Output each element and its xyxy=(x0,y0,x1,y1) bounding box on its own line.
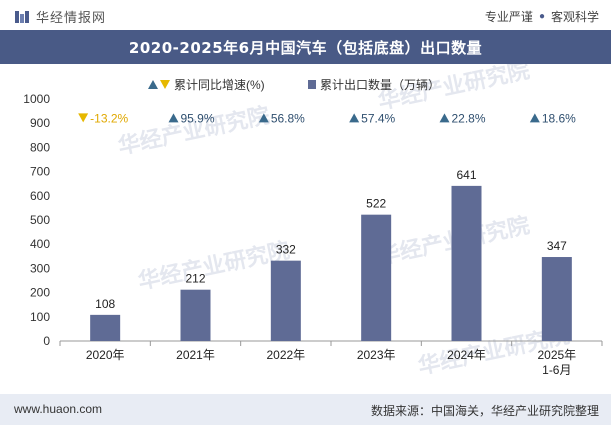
bar-value-label: 212 xyxy=(185,272,205,286)
legend-bar-swatch xyxy=(308,80,316,89)
y-tick-label: 500 xyxy=(30,213,50,227)
x-tick-label: 2022年 xyxy=(266,348,305,362)
growth-down-icon xyxy=(78,113,89,123)
growth-up-icon xyxy=(349,113,360,123)
legend-bar-label: 累计出口数量（万辆） xyxy=(320,77,440,92)
chart-title: 2020-2025年6月中国汽车（包括底盘）出口数量 xyxy=(128,38,483,57)
bar-value-label: 332 xyxy=(276,243,296,257)
y-tick-label: 600 xyxy=(30,189,50,203)
bar-4 xyxy=(451,185,482,341)
bar-5 xyxy=(541,257,572,341)
x-tick-label: 2025年 xyxy=(537,348,576,362)
y-tick-label: 700 xyxy=(30,165,50,179)
chart: 华经产业研究院华经产业研究院华经产业研究院华经产业研究院华经产业研究院累计同比增… xyxy=(23,64,603,379)
bar-3 xyxy=(361,214,392,341)
growth-label: 18.6% xyxy=(542,111,576,125)
title-bar: 2020-2025年6月中国汽车（包括底盘）出口数量 xyxy=(0,30,611,64)
x-tick-label: 1-6月 xyxy=(542,363,571,377)
brand[interactable]: 华经情报网 xyxy=(14,7,106,26)
growth-up-icon xyxy=(258,113,269,123)
growth-label: 56.8% xyxy=(271,111,305,125)
legend-growth-down-marker-icon xyxy=(160,80,170,89)
growth-label: 22.8% xyxy=(452,111,486,125)
y-tick-label: 200 xyxy=(30,286,50,300)
y-tick-label: 400 xyxy=(30,237,50,251)
tag-objective: 客观科学 xyxy=(550,10,599,24)
growth-label: 95.9% xyxy=(181,111,215,125)
bar-2 xyxy=(270,260,301,341)
bar-1 xyxy=(180,289,211,341)
y-tick-label: 1000 xyxy=(23,92,50,106)
y-tick-label: 900 xyxy=(30,116,50,130)
x-tick-label: 2021年 xyxy=(176,348,215,362)
legend: 累计同比增速(%) 累计出口数量（万辆） xyxy=(148,77,440,92)
footer-source: 数据来源：中国海关，华经产业研究院整理 xyxy=(370,404,599,418)
tag-rigorous: 专业严谨 xyxy=(484,10,533,24)
legend-growth-label: 累计同比增速(%) xyxy=(174,78,265,92)
bar-0 xyxy=(90,314,121,341)
bar-value-label: 347 xyxy=(547,239,567,253)
brand-logo-icon xyxy=(15,10,29,23)
footer-url[interactable]: www.huaon.com xyxy=(14,402,103,416)
footer: www.huaon.com 数据来源：中国海关，华经产业研究院整理 xyxy=(0,394,611,425)
dot-icon: ● xyxy=(538,11,545,22)
growth-up-icon xyxy=(529,113,540,123)
brand-name: 华经情报网 xyxy=(36,10,107,25)
growth-up-icon xyxy=(168,113,179,123)
x-tick-label: 2024年 xyxy=(447,348,486,362)
top-bar: 华经情报网 专业严谨 ● 客观科学 xyxy=(0,0,611,30)
bar-value-label: 108 xyxy=(95,297,115,311)
growth-label: -13.2% xyxy=(90,111,128,125)
y-tick-label: 800 xyxy=(30,140,50,154)
y-tick-label: 300 xyxy=(30,261,50,275)
bar-value-label: 522 xyxy=(366,197,386,211)
y-tick-label: 0 xyxy=(43,334,50,348)
watermark-text: 华经产业研究院 xyxy=(136,237,292,293)
x-tick-label: 2023年 xyxy=(357,348,396,362)
legend-growth-marker-icon xyxy=(148,80,158,89)
header-tags: 专业严谨 ● 客观科学 xyxy=(485,8,599,25)
growth-up-icon xyxy=(439,113,450,123)
growth-label: 57.4% xyxy=(361,111,395,125)
bar-value-label: 641 xyxy=(456,168,476,182)
y-tick-label: 100 xyxy=(30,310,50,324)
x-tick-label: 2020年 xyxy=(86,348,125,362)
